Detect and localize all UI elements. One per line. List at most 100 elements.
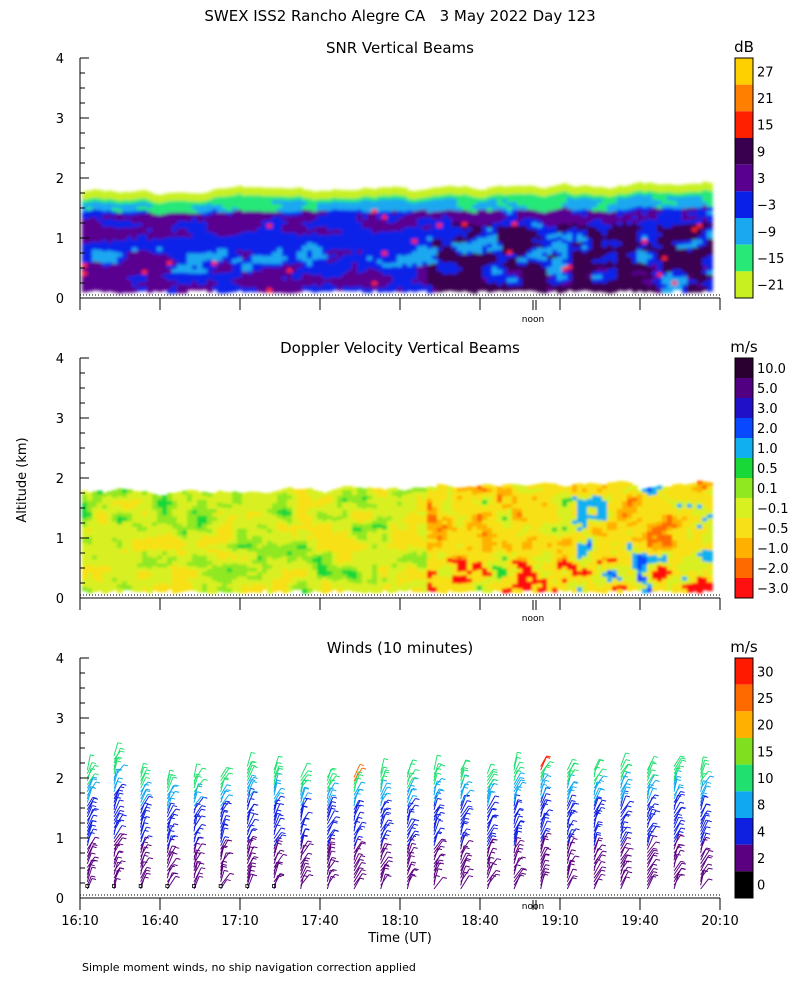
snr-cell [392, 206, 398, 212]
snr-cell [157, 247, 163, 252]
doppler-cell [217, 510, 223, 516]
snr-cell [492, 266, 498, 272]
snr-cell [557, 184, 563, 190]
snr-cell [447, 249, 453, 255]
snr-cell [92, 257, 98, 263]
doppler-cell [297, 529, 303, 534]
snr-cell [362, 211, 368, 217]
doppler-cell [337, 503, 343, 509]
doppler-cell [342, 586, 348, 591]
doppler-cell [247, 575, 253, 581]
snr-cell [507, 202, 513, 208]
snr-cell [682, 212, 688, 218]
doppler-cell [122, 521, 128, 527]
snr-cell [297, 283, 303, 289]
snr-cell [472, 192, 478, 198]
snr-cell [652, 231, 658, 237]
snr-cell [162, 278, 168, 283]
snr-cell [422, 253, 428, 259]
snr-cell [707, 186, 713, 192]
snr-cell [387, 275, 393, 281]
snr-cell [602, 255, 608, 261]
snr-cell [537, 255, 543, 261]
doppler-cell [237, 504, 243, 510]
snr-cell [527, 193, 533, 199]
snr-cell [177, 268, 183, 274]
doppler-cell [357, 495, 363, 501]
doppler-cell [377, 528, 383, 533]
snr-cell [387, 255, 393, 261]
snr-cell [252, 223, 258, 229]
snr-cell [352, 274, 358, 280]
doppler-cell [92, 567, 98, 573]
snr-cell [687, 247, 693, 253]
doppler-cell [167, 541, 173, 546]
snr-cell [707, 202, 713, 208]
snr-cell [102, 215, 108, 221]
snr-cell [202, 277, 208, 282]
snr-cell [537, 215, 543, 221]
doppler-cell [202, 519, 208, 525]
snr-cell [662, 228, 668, 234]
snr-cell [112, 223, 118, 229]
snr-cell [587, 186, 593, 191]
snr-cell [637, 258, 643, 264]
doppler-cell [107, 559, 113, 564]
doppler-cell [167, 565, 173, 570]
snr-cell [327, 262, 333, 268]
snr-cell [307, 218, 313, 224]
snr-cell [522, 278, 528, 283]
snr-cell [177, 224, 183, 230]
snr-cell [492, 238, 498, 244]
doppler-cell [112, 541, 118, 547]
snr-cell [167, 256, 173, 262]
snr-cell [302, 261, 308, 267]
snr-cell [157, 275, 163, 280]
doppler-cell [97, 586, 103, 592]
doppler-cell [242, 556, 248, 562]
doppler-cell [412, 547, 418, 553]
doppler-cell [267, 496, 273, 502]
snr-cell [257, 247, 263, 253]
snr-cell [277, 187, 283, 193]
snr-cell [142, 194, 148, 199]
doppler-cell [97, 558, 103, 564]
snr-cell [457, 251, 463, 256]
doppler-cell [297, 549, 303, 554]
snr-cell [547, 190, 553, 196]
snr-cell [392, 278, 398, 284]
snr-cell [387, 219, 393, 225]
doppler-cell [297, 565, 303, 570]
snr-cell [627, 205, 633, 210]
snr-cell [132, 283, 138, 289]
snr-cell [437, 195, 443, 201]
snr-cell [342, 270, 348, 275]
snr-cell [262, 251, 268, 257]
snr-cell [697, 183, 703, 189]
snr-cell [132, 223, 138, 229]
snr-cell [507, 198, 513, 204]
doppler-cell [252, 555, 258, 561]
snr-cell [412, 219, 418, 225]
doppler-cell [287, 579, 293, 585]
doppler-cell [212, 520, 218, 526]
doppler-cell [332, 509, 338, 515]
doppler-cell [172, 548, 178, 554]
snr-cell [167, 264, 173, 270]
doppler-cell [207, 568, 213, 574]
snr-cell [512, 189, 518, 195]
snr-cell [457, 287, 463, 292]
snr-cell [87, 246, 93, 252]
snr-cell [82, 223, 88, 229]
snr-cell [217, 228, 223, 234]
doppler-cell [267, 580, 273, 586]
snr-cell [367, 260, 373, 266]
doppler-cell [122, 489, 128, 495]
snr-cell [102, 203, 108, 209]
doppler-cell [157, 519, 163, 525]
snr-cell [102, 267, 108, 273]
doppler-cell [202, 575, 208, 581]
doppler-cell [247, 555, 253, 561]
snr-cell [322, 214, 328, 220]
doppler-cell [192, 550, 198, 555]
